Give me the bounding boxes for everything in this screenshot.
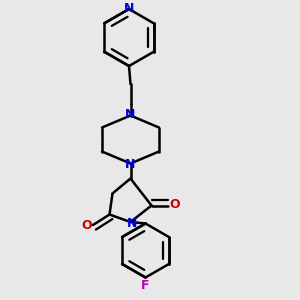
Text: N: N — [127, 217, 137, 230]
Text: O: O — [81, 218, 92, 232]
Text: N: N — [125, 108, 136, 121]
Text: O: O — [169, 198, 180, 211]
Text: F: F — [141, 279, 150, 292]
Text: N: N — [125, 158, 136, 171]
Text: N: N — [124, 2, 134, 15]
